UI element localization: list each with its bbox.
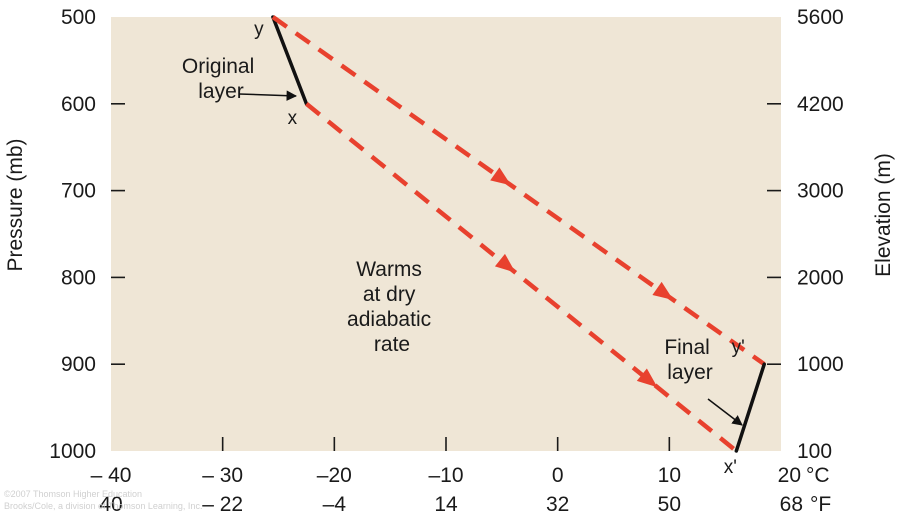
fahrenheit-tick-label: 40: [99, 493, 122, 516]
annotation-final: Final layer: [664, 336, 715, 384]
dry-adiabat-line: [305, 102, 738, 453]
annotation-warms: Warms at dry adiabatic rate: [347, 258, 437, 356]
copyright-line-1: ©2007 Thomson Higher Education: [4, 489, 142, 499]
right-tick-label: 4200: [797, 93, 844, 116]
annotation-original: Original layer: [182, 55, 260, 103]
celsius-tick-label: 10: [658, 464, 681, 487]
plot-area: [111, 17, 781, 451]
adiabat-arrow-icon: [652, 281, 674, 300]
left-tick-label: 1000: [49, 440, 96, 463]
celsius-tick-label: –10: [428, 464, 463, 487]
celsius-tick-label: 0: [552, 464, 564, 487]
dry-adiabat-line: [271, 15, 766, 367]
left-axis-ticks: 500 600 700 800 900 1000: [49, 6, 125, 463]
point-label: y': [732, 337, 745, 358]
right-tick-label: 100: [797, 440, 832, 463]
left-tick-label: 900: [61, 353, 96, 376]
adiabat-arrow-icon: [636, 368, 658, 388]
right-axis-title: Elevation (m): [872, 153, 895, 277]
left-axis-title: Pressure (mb): [4, 138, 27, 271]
original-layer-pointer: [238, 90, 298, 101]
right-tick-label: 5600: [797, 6, 844, 29]
point-labels: y x y' x': [254, 19, 745, 478]
point-label: y: [254, 19, 264, 40]
point-label: x': [724, 457, 737, 478]
annotation-original-line2: layer: [198, 80, 244, 103]
celsius-tick-label: – 30: [202, 464, 243, 487]
fahrenheit-tick-label: –4: [323, 493, 347, 516]
fahrenheit-tick-label: 50: [658, 493, 681, 516]
celsius-tick-label: –20: [317, 464, 352, 487]
celsius-tick-label: 20: [778, 464, 801, 487]
annotation-final-line1: Final: [664, 336, 710, 359]
celsius-tick-label: – 40: [91, 464, 132, 487]
right-axis-ticks: 5600 4200 3000 2000 1000 100: [767, 6, 844, 463]
copyright-line-2: Brooks/Cole, a division of Thomson Learn…: [4, 501, 202, 511]
original-layer-line: [271, 15, 309, 106]
fahrenheit-tick-label: – 22: [202, 493, 243, 516]
fahrenheit-tick-label: 14: [434, 493, 458, 516]
right-tick-label: 1000: [797, 353, 844, 376]
left-tick-label: 700: [61, 180, 96, 203]
fahrenheit-tick-label: 68: [780, 493, 803, 516]
left-tick-label: 800: [61, 266, 96, 289]
left-tick-label: 500: [61, 6, 96, 29]
annotation-warms-line1: Warms: [356, 258, 422, 281]
adiabat-arrow-icon: [490, 167, 512, 186]
annotation-warms-line3: adiabatic: [347, 308, 431, 331]
bottom-axis-ticks: – 40 – 30 –20 –10 0 10 20 40 – 22 –4 14 32 50 68: [91, 437, 803, 516]
annotation-original-line1: Original: [182, 55, 254, 78]
annotation-warms-line4: rate: [374, 333, 410, 356]
right-tick-label: 2000: [797, 266, 844, 289]
fahrenheit-unit: °F: [810, 493, 831, 516]
final-layer-pointer: [707, 398, 743, 426]
final-layer-line: [734, 362, 766, 453]
fahrenheit-tick-label: 32: [546, 493, 569, 516]
annotation-final-line2: layer: [667, 361, 713, 384]
adiabat-arrow-icon: [494, 253, 516, 273]
left-tick-label: 600: [61, 93, 96, 116]
celsius-unit: °C: [806, 464, 830, 487]
right-tick-label: 3000: [797, 180, 844, 203]
annotation-warms-line2: at dry: [363, 283, 416, 306]
point-label: x: [288, 108, 298, 129]
series-group: [271, 15, 766, 453]
